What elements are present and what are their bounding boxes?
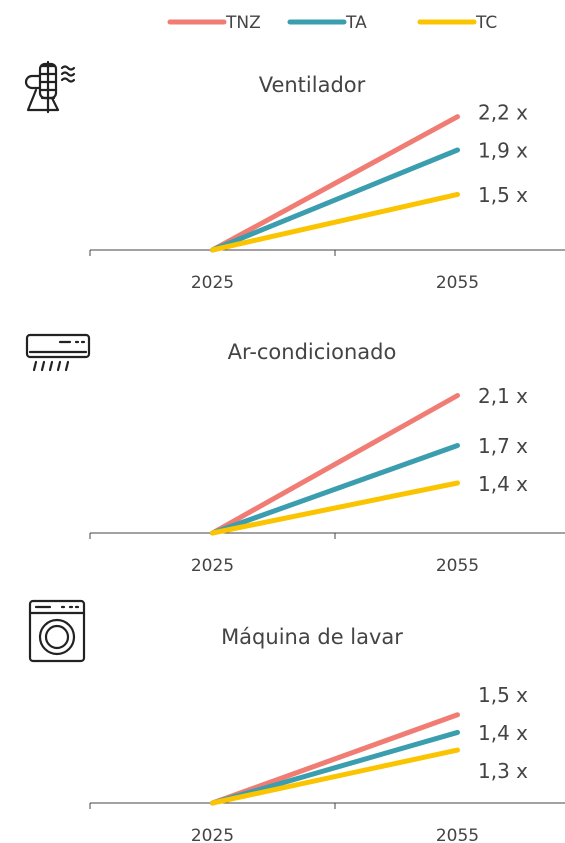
x-tick-label: 2055	[436, 826, 479, 843]
series-line	[210, 480, 460, 536]
series-line	[210, 712, 460, 806]
fan-icon	[24, 60, 76, 114]
chart-title: Ar-condicionado	[228, 340, 397, 364]
chart-title: Ventilador	[259, 73, 366, 97]
value-label: 1,7 x	[478, 434, 528, 458]
series-line	[210, 147, 460, 253]
x-tick-label: 2025	[191, 273, 234, 293]
value-label: 1,9 x	[478, 139, 528, 163]
value-label: 2,2 x	[478, 101, 528, 125]
value-label: 1,4 x	[478, 721, 528, 745]
x-tick-label: 2025	[191, 556, 234, 576]
value-label: 1,5 x	[478, 183, 528, 207]
x-tick-label: 2055	[436, 556, 479, 576]
series-line	[210, 729, 460, 806]
legend-label: TC	[475, 13, 497, 33]
series-line	[210, 114, 460, 253]
legend-label: TA	[345, 13, 367, 33]
value-label: 1,4 x	[478, 472, 528, 496]
x-tick-label: 2055	[436, 273, 479, 293]
legend-label: TNZ	[225, 13, 261, 33]
series-line	[210, 393, 460, 536]
ac-icon	[25, 333, 91, 372]
washer-icon	[28, 599, 86, 663]
series-line	[210, 747, 460, 806]
value-label: 2,1 x	[478, 384, 528, 408]
value-label: 1,5 x	[478, 683, 528, 707]
value-label: 1,3 x	[478, 759, 528, 783]
series-line	[210, 443, 460, 536]
series-line	[210, 191, 460, 253]
chart-title: Máquina de lavar	[221, 625, 403, 649]
x-tick-label: 2025	[191, 826, 234, 843]
